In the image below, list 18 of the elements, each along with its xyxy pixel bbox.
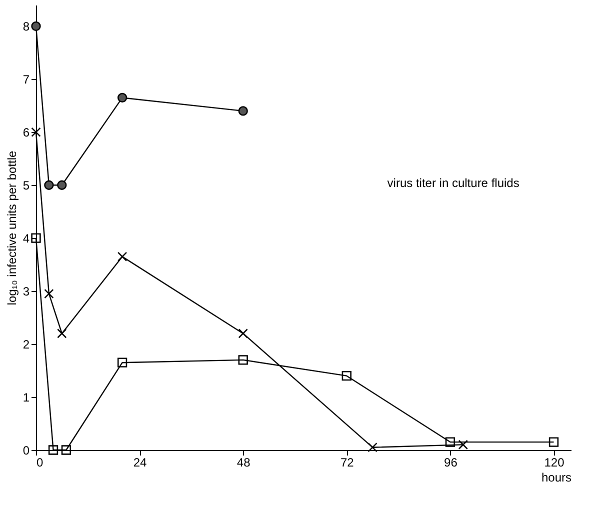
- y-tick-label: 5: [22, 178, 30, 193]
- x-tick-label: 0: [36, 456, 44, 470]
- y-tick-label: 0: [22, 444, 30, 458]
- x-tick-label: 72: [340, 456, 354, 470]
- x-tick-label: 120: [544, 456, 565, 470]
- y-axis-title: log₁₀ infective units per bottle: [4, 150, 19, 306]
- y-tick-label: 1: [22, 390, 30, 405]
- annotation: virus titer in culture fluids: [387, 176, 520, 190]
- x-axis-title: hours: [541, 470, 572, 484]
- x-tick-label: 48: [236, 456, 251, 470]
- y-tick-label: 3: [22, 284, 30, 299]
- y-tick-label: 7: [22, 72, 30, 87]
- x-tick-label: 24: [133, 456, 148, 470]
- y-tick-label: 6: [22, 126, 30, 140]
- x-tick-label: 96: [444, 456, 458, 470]
- y-tick-label: 4: [22, 232, 30, 246]
- y-tick-label: 8: [22, 20, 30, 34]
- y-tick-label: 2: [22, 338, 30, 352]
